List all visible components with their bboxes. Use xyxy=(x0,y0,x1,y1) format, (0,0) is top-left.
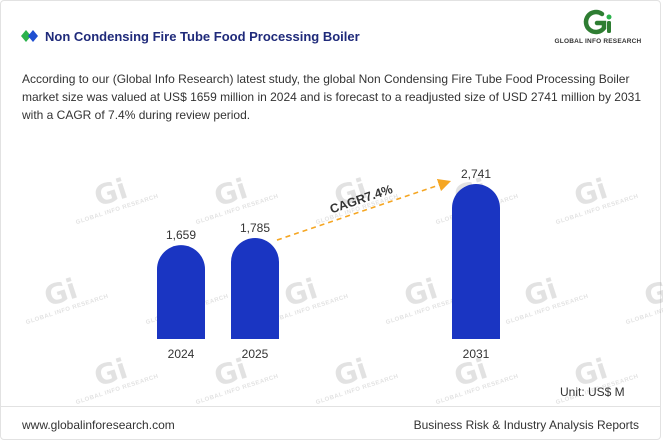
value-label-2024: 1,659 xyxy=(166,228,196,242)
logo-icon xyxy=(583,9,612,35)
header: Non Condensing Fire Tube Food Processing… xyxy=(0,0,663,60)
diamond-icon xyxy=(21,30,38,42)
cagr-arrow xyxy=(276,179,452,241)
bar-2025 xyxy=(231,238,279,339)
x-tick-2025: 2025 xyxy=(242,347,269,361)
description-text: According to our (Global Info Research) … xyxy=(22,72,642,122)
logo-text: GLOBAL INFO RESEARCH xyxy=(554,38,642,45)
footer: www.globalinforesearch.com Business Risk… xyxy=(0,406,661,440)
x-tick-2031: 2031 xyxy=(463,347,490,361)
footer-tagline: Business Risk & Industry Analysis Report… xyxy=(413,418,639,432)
value-label-2025: 1,785 xyxy=(240,221,270,235)
page-title: Non Condensing Fire Tube Food Processing… xyxy=(45,29,360,44)
company-logo: GLOBAL INFO RESEARCH xyxy=(548,8,648,50)
bar-chart: 1,659 2024 1,785 2025 2,741 2031 CAGR7.4% xyxy=(157,167,500,361)
bar-2024 xyxy=(157,245,205,339)
value-label-2031: 2,741 xyxy=(461,167,491,181)
x-tick-2024: 2024 xyxy=(168,347,195,361)
unit-label: Unit: US$ M xyxy=(560,385,625,399)
website-link[interactable]: www.globalinforesearch.com xyxy=(22,418,175,432)
cagr-label: CAGR7.4% xyxy=(328,182,394,216)
bar-2031 xyxy=(452,184,500,339)
